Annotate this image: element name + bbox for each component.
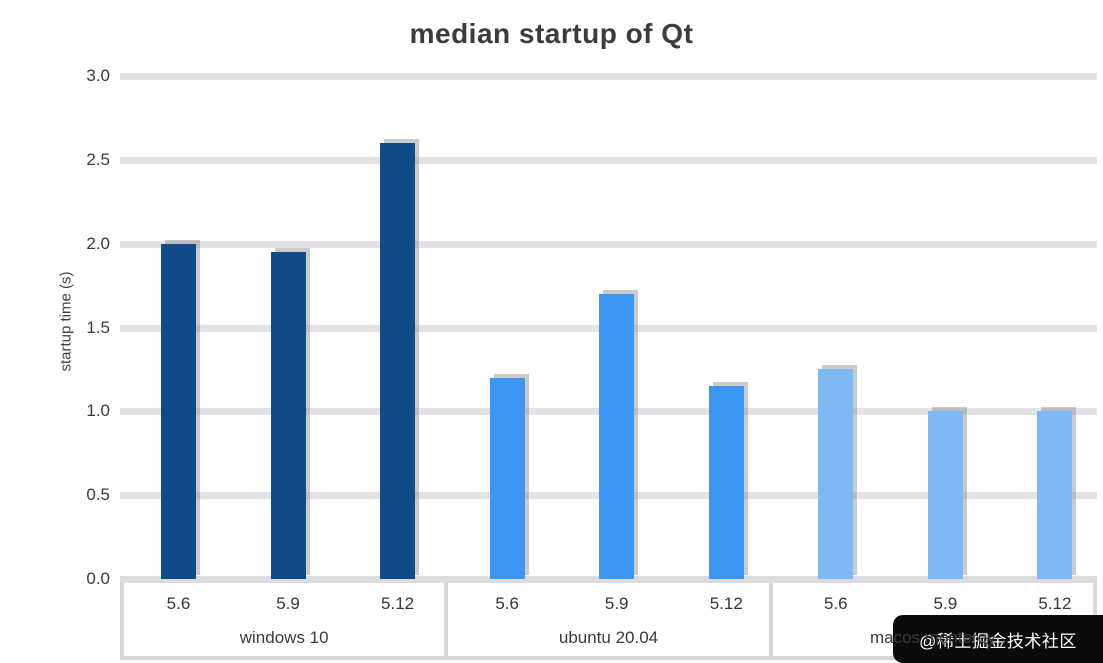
x-tick-label: 5.12 bbox=[709, 594, 743, 613]
bar bbox=[270, 252, 306, 579]
category-axis-band: windows 10 ubuntu 20.04 macos monterey bbox=[120, 583, 1097, 660]
category-group-cell: ubuntu 20.04 bbox=[444, 583, 768, 656]
x-tick-label: 5.12 bbox=[381, 594, 415, 613]
bar bbox=[1037, 411, 1073, 579]
bar bbox=[927, 411, 963, 579]
category-group-label: macos monterey bbox=[869, 628, 996, 647]
bar bbox=[161, 243, 196, 579]
x-tick-label: 5.9 bbox=[604, 594, 629, 613]
category-group-label: windows 10 bbox=[239, 628, 329, 647]
bar bbox=[818, 369, 854, 579]
x-tick-label: 5.9 bbox=[276, 594, 300, 613]
category-group-cell: windows 10 bbox=[120, 583, 444, 656]
bar bbox=[599, 293, 635, 579]
y-tick-label: 0.5 bbox=[86, 485, 110, 505]
y-tick-label: 3.0 bbox=[86, 66, 110, 85]
x-axis-line bbox=[120, 576, 1097, 583]
y-tick-label: 0.0 bbox=[86, 569, 110, 588]
x-tick-label: 5.9 bbox=[933, 594, 958, 613]
gridline bbox=[120, 156, 1097, 164]
watermark-badge: @稀土掘金技术社区 bbox=[893, 615, 1103, 663]
x-tick-label: 5.6 bbox=[495, 594, 519, 613]
y-tick-label: 1.5 bbox=[86, 317, 110, 337]
y-tick-label: 2.0 bbox=[86, 233, 110, 253]
gridline bbox=[120, 240, 1097, 248]
bar bbox=[489, 377, 525, 579]
y-tick-label: 1.0 bbox=[86, 401, 110, 421]
watermark-text: @稀土掘金技术社区 bbox=[919, 631, 1077, 651]
x-tick-label: 5.6 bbox=[823, 594, 848, 613]
category-group-label: ubuntu 20.04 bbox=[558, 628, 659, 647]
bar bbox=[380, 143, 416, 579]
bar bbox=[708, 386, 744, 579]
y-tick-label: 2.5 bbox=[86, 149, 110, 169]
x-tick-label: 5.12 bbox=[1038, 594, 1072, 613]
chart-title: median startup of Qt bbox=[409, 18, 694, 49]
gridline bbox=[120, 73, 1097, 80]
x-tick-label: 5.6 bbox=[166, 594, 191, 613]
